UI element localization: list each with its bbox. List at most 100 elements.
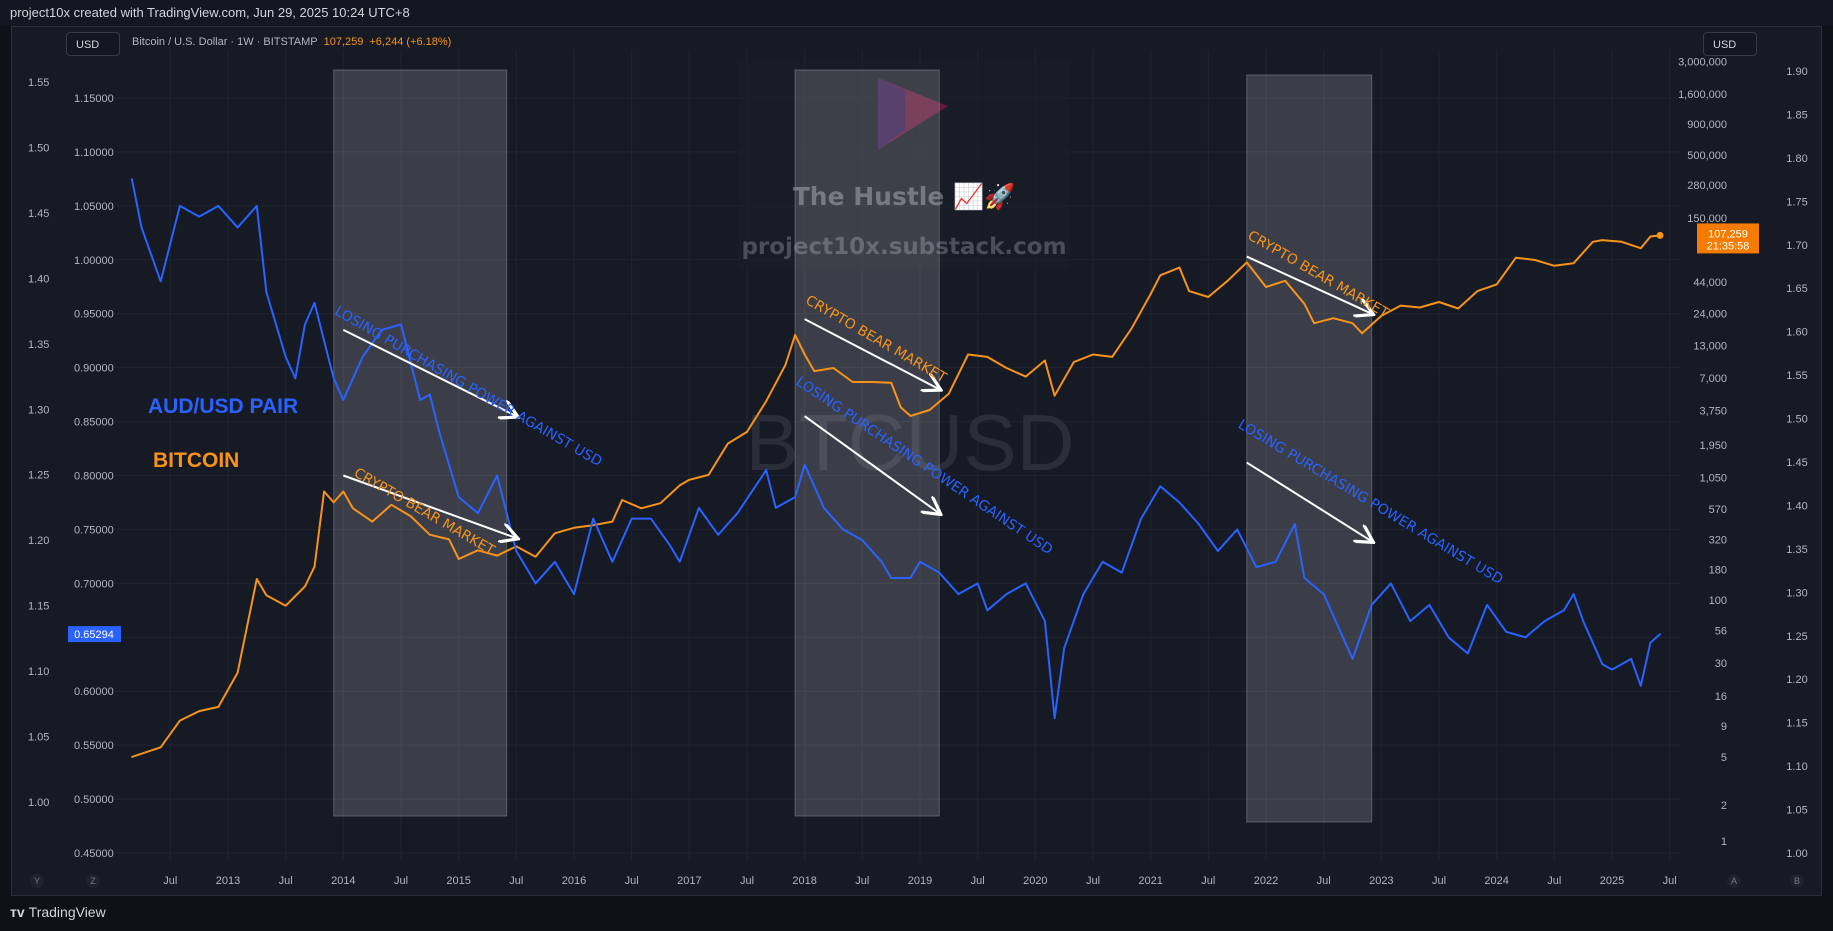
far-right-tick-label: 1.05: [1786, 805, 1807, 817]
series-point: [1380, 315, 1383, 317]
annotation-arrow: [804, 318, 940, 389]
tradingview-logo[interactable]: ᴛᴠ TradingView: [10, 904, 106, 920]
series-point: [477, 512, 479, 515]
tradingview-logo-text: TradingView: [28, 904, 106, 920]
footer-bar: [0, 896, 1833, 931]
series-point: [409, 515, 412, 517]
series-point: [1082, 593, 1085, 595]
x-tick-label: Jul: [1201, 875, 1215, 887]
series-point: [688, 479, 691, 481]
watermark: The Hustle 📈🚀 project10x.substack.com BT…: [738, 62, 1074, 487]
aud-price-badge: [68, 626, 121, 643]
series-point: [390, 504, 393, 506]
series-point: [1534, 259, 1536, 261]
series-point: [611, 560, 614, 563]
series-point: [899, 406, 902, 409]
x-tick-label: Jul: [394, 875, 408, 887]
series-point: [284, 604, 287, 607]
legend-symbol: Bitcoin / U.S. Dollar · 1W · BITSTAMP: [132, 36, 318, 48]
series-point: [1063, 647, 1065, 649]
shaded-periods: [333, 69, 1373, 823]
series-point: [659, 502, 662, 504]
right-tick-label: 44,000: [1693, 277, 1727, 289]
far-left-tick-label: 1.00: [28, 797, 49, 809]
series-point: [957, 593, 960, 595]
x-tick-label: 2017: [677, 875, 701, 887]
right-tick-label: 500,000: [1687, 150, 1727, 162]
shaded-period: [333, 69, 508, 817]
label-aud-pair: AUD/USD PAIR: [148, 395, 298, 418]
left-tick-label: 0.80000: [74, 471, 114, 483]
right-tick-label: 100: [1709, 595, 1727, 607]
left-tick-label: 0.95000: [74, 309, 114, 321]
series-point: [1591, 240, 1594, 243]
series-point: [698, 507, 700, 509]
corner-button-y[interactable]: Y: [30, 874, 44, 888]
series-point: [1236, 528, 1238, 531]
corner-button-a[interactable]: A: [1727, 874, 1741, 888]
series-point: [1351, 322, 1354, 325]
series-point: [1399, 304, 1402, 307]
right-tick-label: 320: [1709, 534, 1727, 546]
right-tick-label: 16: [1715, 691, 1727, 703]
x-tick-label: Jul: [1086, 875, 1100, 887]
annotation-arrow: [342, 328, 516, 416]
left-tick-label: 1.00000: [74, 255, 114, 267]
right-tick-label: 2: [1721, 800, 1727, 812]
watermark-brand: The Hustle 📈🚀: [793, 182, 1016, 211]
far-left-tick-label: 1.15: [28, 601, 49, 613]
x-tick-label: Jul: [740, 875, 754, 887]
series-point: [1178, 266, 1181, 269]
series-point: [1572, 593, 1575, 595]
series-point: [1351, 658, 1354, 660]
tradingview-logo-icon: ᴛᴠ: [10, 904, 25, 920]
series-point: [236, 226, 239, 229]
series-point: [1649, 235, 1652, 238]
last-point-marker: [1656, 231, 1664, 239]
x-tick-label: Jul: [625, 875, 639, 887]
series-point: [256, 578, 258, 580]
series-point: [1322, 593, 1325, 595]
series-point: [1092, 353, 1094, 356]
series-point: [928, 409, 931, 411]
series-point: [400, 323, 402, 326]
series-point: [1640, 685, 1642, 687]
series-point: [534, 555, 537, 558]
btc-price-badge-value: 107,259: [1708, 228, 1748, 240]
series-point: [217, 205, 220, 207]
legend-change: +6,244 (+6.18%): [369, 36, 452, 48]
series-point: [1601, 663, 1604, 666]
left-tick-label: 0.75000: [74, 524, 114, 536]
series-point: [813, 370, 816, 372]
series-point: [1476, 290, 1479, 292]
x-tick-label: 2014: [331, 875, 355, 887]
far-left-tick-label: 1.50: [28, 142, 49, 154]
x-tick-label: 2023: [1369, 875, 1393, 887]
series-point: [361, 356, 364, 358]
series-point: [794, 496, 796, 498]
x-tick-label: Jul: [279, 875, 293, 887]
right-tick-label: 1,950: [1699, 440, 1727, 452]
series-point: [880, 560, 883, 563]
far-right-tick-label: 1.90: [1786, 66, 1807, 78]
series-point: [1053, 394, 1056, 397]
far-right-tick-label: 1.75: [1786, 196, 1807, 208]
series-point: [294, 377, 297, 380]
series-point: [669, 544, 671, 547]
series-point: [621, 499, 623, 501]
right-tick-label: 24,000: [1693, 309, 1727, 321]
series-point: [1178, 501, 1181, 504]
far-right-tick-label: 1.00: [1786, 848, 1807, 860]
series-point: [851, 381, 854, 383]
series-point: [1024, 375, 1027, 378]
right-tick-label: 1: [1721, 836, 1727, 848]
right-currency-button[interactable]: USD: [1703, 32, 1757, 56]
series-point: [592, 524, 595, 527]
series-point: [256, 205, 258, 207]
series-point: [919, 560, 921, 563]
series-point: [1149, 293, 1152, 295]
left-currency-button[interactable]: USD: [66, 32, 120, 56]
series-point: [457, 558, 460, 560]
corner-button-z[interactable]: Z: [86, 874, 100, 888]
corner-button-b[interactable]: B: [1790, 874, 1804, 888]
